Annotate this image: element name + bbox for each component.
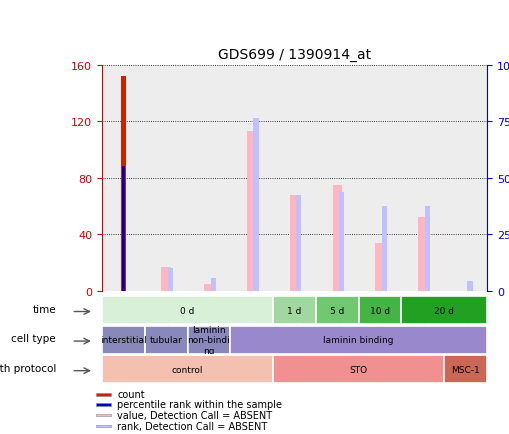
Bar (102, 296, 273, 324)
Bar (358, 66, 401, 291)
Text: 10 d: 10 d (370, 306, 389, 315)
Text: laminin
non-bindi
ng: laminin non-bindi ng (187, 325, 230, 355)
Text: 0 d: 0 d (180, 306, 194, 315)
Text: laminin binding: laminin binding (323, 335, 393, 344)
Bar (417, 218, 427, 291)
Text: time: time (33, 304, 56, 314)
Text: 20 d: 20 d (434, 306, 454, 315)
Bar (273, 66, 315, 291)
Bar (315, 296, 358, 324)
Bar (145, 66, 187, 291)
Bar (210, 279, 215, 291)
Text: STO: STO (349, 365, 367, 374)
Bar (443, 66, 486, 291)
Text: 5 d: 5 d (329, 306, 344, 315)
Bar (187, 326, 230, 354)
Bar (338, 192, 344, 291)
Text: 1 d: 1 d (287, 306, 301, 315)
Title: GDS699 / 1390914_at: GDS699 / 1390914_at (217, 48, 371, 62)
Bar (358, 296, 401, 324)
Bar (102, 66, 145, 291)
Bar (246, 132, 256, 291)
Text: control: control (172, 365, 203, 374)
Bar (96, 414, 110, 416)
Bar (167, 269, 173, 291)
Bar (204, 284, 213, 291)
Bar (401, 296, 486, 324)
Bar (187, 66, 230, 291)
Bar (230, 66, 273, 291)
Bar (424, 207, 429, 291)
Bar (102, 355, 273, 383)
Bar (289, 195, 299, 291)
Bar (121, 77, 126, 291)
Text: cell type: cell type (12, 333, 56, 343)
Bar (161, 267, 171, 291)
Bar (381, 207, 386, 291)
Bar (273, 296, 315, 324)
Bar (332, 185, 342, 291)
Bar (122, 167, 125, 291)
Bar (315, 66, 358, 291)
Text: tubular: tubular (150, 335, 182, 344)
Text: count: count (117, 389, 145, 399)
Bar (375, 243, 384, 291)
Bar (96, 393, 110, 396)
Bar (230, 326, 486, 354)
Bar (96, 424, 110, 427)
Text: value, Detection Call = ABSENT: value, Detection Call = ABSENT (117, 410, 272, 420)
Text: rank, Detection Call = ABSENT: rank, Detection Call = ABSENT (117, 421, 267, 431)
Bar (296, 195, 301, 291)
Text: percentile rank within the sample: percentile rank within the sample (117, 400, 282, 409)
Text: interstitial: interstitial (100, 335, 147, 344)
Bar (466, 281, 471, 291)
Bar (443, 355, 486, 383)
Bar (96, 403, 110, 406)
Bar (401, 66, 443, 291)
Bar (102, 326, 145, 354)
Bar (253, 119, 258, 291)
Bar (273, 355, 443, 383)
Text: growth protocol: growth protocol (0, 363, 56, 373)
Text: MSC-1: MSC-1 (450, 365, 479, 374)
Bar (145, 326, 187, 354)
